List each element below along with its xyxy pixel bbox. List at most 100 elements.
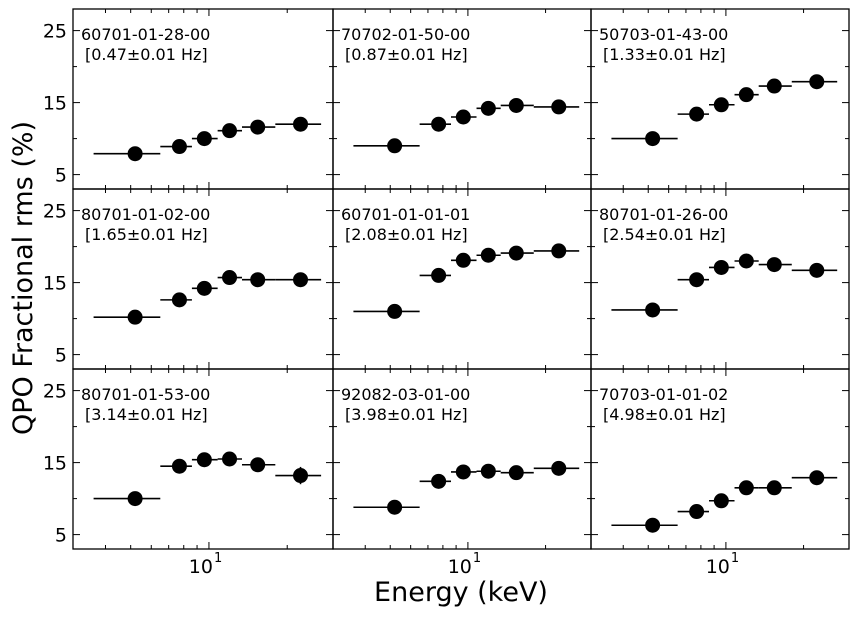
data-point bbox=[689, 106, 705, 122]
panel-obsid-label: 60701-01-01-01 bbox=[341, 205, 470, 224]
panel-frequency-label: [3.14±0.01 Hz] bbox=[85, 405, 208, 424]
panel-obsid-label: 60701-01-28-00 bbox=[81, 25, 210, 44]
data-point bbox=[222, 123, 238, 139]
panel-obsid-label: 80701-01-26-00 bbox=[599, 205, 728, 224]
data-point bbox=[387, 138, 403, 154]
y-tick-label: 25 bbox=[43, 381, 67, 403]
panel-2: 70702-01-50-00[0.87±0.01 Hz] bbox=[332, 8, 592, 190]
data-point bbox=[689, 272, 705, 288]
data-point bbox=[431, 267, 447, 283]
data-point bbox=[645, 302, 661, 318]
y-tick-label: 25 bbox=[43, 21, 67, 43]
x-tick-label: 10 bbox=[706, 556, 730, 578]
data-point bbox=[713, 97, 729, 113]
x-tick-label: 10 bbox=[189, 556, 213, 578]
panel-frequency-label: [0.47±0.01 Hz] bbox=[85, 45, 208, 64]
x-tick-exponent: 1 bbox=[214, 551, 222, 566]
panel-frequency-label: [1.33±0.01 Hz] bbox=[603, 45, 726, 64]
panel-frequency-label: [3.98±0.01 Hz] bbox=[345, 405, 468, 424]
data-point bbox=[809, 470, 825, 486]
x-tick-label: 10 bbox=[448, 556, 472, 578]
data-point bbox=[431, 473, 447, 489]
data-point bbox=[455, 252, 471, 268]
data-point bbox=[508, 97, 524, 113]
data-point bbox=[551, 460, 567, 476]
data-point bbox=[196, 280, 212, 296]
data-point bbox=[766, 78, 782, 94]
x-tick-exponent: 1 bbox=[731, 551, 739, 566]
data-point bbox=[250, 457, 266, 473]
data-point bbox=[508, 465, 524, 481]
data-point bbox=[551, 243, 567, 259]
panel-6: 80701-01-26-00[2.54±0.01 Hz] bbox=[590, 188, 850, 370]
data-point bbox=[713, 493, 729, 509]
y-tick-label: 5 bbox=[55, 165, 67, 187]
x-tick-exponent: 1 bbox=[473, 551, 481, 566]
data-point bbox=[387, 499, 403, 515]
data-point bbox=[455, 109, 471, 125]
panel-frequency-label: [1.65±0.01 Hz] bbox=[85, 225, 208, 244]
data-point bbox=[766, 257, 782, 273]
data-point bbox=[293, 468, 309, 484]
panel-obsid-label: 92082-03-01-00 bbox=[341, 385, 470, 404]
data-point bbox=[645, 517, 661, 533]
data-point bbox=[250, 272, 266, 288]
data-point bbox=[645, 131, 661, 147]
panel-obsid-label: 50703-01-43-00 bbox=[599, 25, 728, 44]
panel-9: 10 1 70703-01-01-02[4.98±0.01 Hz] bbox=[590, 368, 850, 578]
data-point bbox=[127, 491, 143, 507]
y-axis-label: QPO Fractional rms (%) bbox=[8, 121, 39, 435]
panel-3: 50703-01-43-00[1.33±0.01 Hz] bbox=[590, 8, 850, 190]
panel-frame bbox=[590, 368, 850, 550]
panel-obsid-label: 80701-01-02-00 bbox=[81, 205, 210, 224]
panel-frequency-label: [2.08±0.01 Hz] bbox=[345, 225, 468, 244]
data-point bbox=[738, 253, 754, 269]
data-point bbox=[127, 146, 143, 162]
panel-frequency-label: [2.54±0.01 Hz] bbox=[603, 225, 726, 244]
panel-frequency-label: [4.98±0.01 Hz] bbox=[603, 405, 726, 424]
data-point bbox=[455, 464, 471, 480]
data-point bbox=[480, 463, 496, 479]
panel-obsid-label: 70702-01-50-00 bbox=[341, 25, 470, 44]
data-point bbox=[766, 480, 782, 496]
data-point bbox=[713, 259, 729, 275]
data-point bbox=[738, 87, 754, 103]
data-point bbox=[222, 451, 238, 467]
data-point bbox=[222, 270, 238, 286]
panel-1: 5 15 25 60701-01-28-00[0.47±0.01 Hz] bbox=[43, 8, 334, 190]
data-point bbox=[689, 504, 705, 520]
y-tick-label: 25 bbox=[43, 201, 67, 223]
data-point bbox=[809, 262, 825, 278]
data-point bbox=[293, 272, 309, 288]
data-point bbox=[171, 139, 187, 155]
y-tick-label: 5 bbox=[55, 525, 67, 547]
data-point bbox=[738, 480, 754, 496]
data-point bbox=[508, 245, 524, 261]
data-point bbox=[196, 452, 212, 468]
panel-5: 60701-01-01-01[2.08±0.01 Hz] bbox=[332, 188, 592, 370]
data-point bbox=[431, 116, 447, 132]
data-point bbox=[387, 303, 403, 319]
data-point bbox=[809, 74, 825, 90]
y-tick-label: 5 bbox=[55, 345, 67, 367]
panel-8: 10 1 92082-03-01-00[3.98±0.01 Hz] bbox=[332, 368, 592, 578]
panel-obsid-label: 80701-01-53-00 bbox=[81, 385, 210, 404]
data-point bbox=[127, 309, 143, 325]
panel-7: 5 15 25 10 1 80701-01-53-00[3.14±0.01 Hz] bbox=[43, 368, 334, 578]
data-point bbox=[196, 131, 212, 147]
y-tick-label: 15 bbox=[43, 453, 67, 475]
data-point bbox=[480, 247, 496, 263]
data-point bbox=[250, 119, 266, 135]
data-point bbox=[171, 292, 187, 308]
data-point bbox=[171, 458, 187, 474]
panel-frequency-label: [0.87±0.01 Hz] bbox=[345, 45, 468, 64]
data-point bbox=[551, 99, 567, 115]
panel-4: 5 15 25 80701-01-02-00[1.65±0.01 Hz] bbox=[43, 188, 334, 370]
y-tick-label: 15 bbox=[43, 273, 67, 295]
data-point bbox=[480, 100, 496, 116]
y-tick-label: 15 bbox=[43, 93, 67, 115]
panel-obsid-label: 70703-01-01-02 bbox=[599, 385, 728, 404]
x-axis-label: Energy (keV) bbox=[374, 577, 548, 608]
